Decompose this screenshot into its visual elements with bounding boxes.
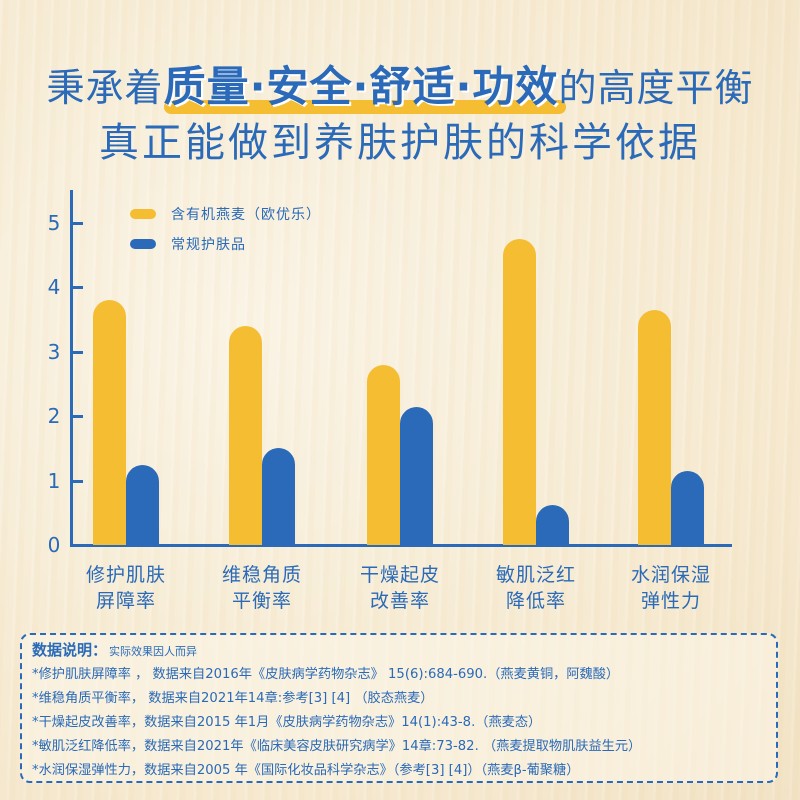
y-tick-label: 3 xyxy=(47,339,61,364)
headline-highlight: 质量·安全·舒适·功效 xyxy=(163,62,567,114)
data-notes-box: 数据说明： 实际效果因人而异 *修护肌肤屏障率 ， 数据来自2016年《皮肤病学药… xyxy=(20,633,778,783)
legend-swatch-yellow xyxy=(130,209,156,219)
bar-regular-2 xyxy=(262,448,295,545)
y-tick-label: 4 xyxy=(47,275,61,300)
legend: 含有机燕麦（欧优乐） 常规护肤品 xyxy=(130,200,321,260)
bar-regular-4 xyxy=(536,505,569,545)
bar-regular-5 xyxy=(671,470,704,545)
bar-regular-3 xyxy=(400,406,433,545)
bar-regular-1 xyxy=(126,464,159,545)
legend-label: 常规护肤品 xyxy=(171,237,246,253)
category-label: 维稳角质 平衡率 xyxy=(221,564,302,612)
notes-heading: 数据说明： 实际效果因人而异 xyxy=(32,641,198,659)
y-tick-label: 0 xyxy=(47,533,61,557)
x-axis xyxy=(70,544,732,547)
y-axis xyxy=(70,190,73,547)
note-line: *修护肌肤屏障率 ， 数据来自2016年《皮肤病学药物杂志》 15(6):684… xyxy=(32,667,620,682)
legend-item-oat: 含有机燕麦（欧优乐） xyxy=(130,200,321,228)
y-tick xyxy=(72,415,83,419)
bar-oat-5 xyxy=(638,309,671,545)
y-tick xyxy=(72,479,83,483)
category-label: 干燥起皮 改善率 xyxy=(359,564,440,612)
bar-chart: 0 1 2 3 4 5 含有机燕麦（欧优乐） 常规护肤品 修护肌肤 屏障率 维稳角质 平衡率 干燥… xyxy=(47,190,732,612)
headline-prefix: 秉承着 xyxy=(46,66,164,110)
note-line: *干燥起皮改善率，数据来自2015 年1月《皮肤病学药物杂志》14(1):43-… xyxy=(32,715,542,730)
headline-suffix: 的高度平衡 xyxy=(558,66,754,110)
bar-oat-2 xyxy=(229,326,262,545)
legend-label: 含有机燕麦（欧优乐） xyxy=(171,207,321,223)
legend-swatch-blue xyxy=(130,239,156,249)
headline-line-1: 秉承着 质量·安全·舒适·功效的高度平衡 xyxy=(0,62,800,114)
y-tick-label: 1 xyxy=(47,468,61,493)
y-tick xyxy=(72,286,83,290)
category-label: 修护肌肤 屏障率 xyxy=(85,564,166,612)
y-tick xyxy=(72,350,83,354)
note-line: *维稳角质平衡率， 数据来自2021年14章:参考[3] [4] （胶态燕麦） xyxy=(32,691,434,706)
notes-subheading: 实际效果因人而异 xyxy=(109,645,198,658)
y-tick-label: 5 xyxy=(47,211,61,235)
note-line: *水润保湿弹性力，数据来自2005 年《国际化妆品科学杂志》（参考[3] [4]… xyxy=(32,763,580,778)
y-tick xyxy=(72,222,83,225)
category-label: 水润保湿 弹性力 xyxy=(630,564,711,612)
headline-line-2: 真正能做到养肤护肤的科学依据 xyxy=(99,120,701,166)
category-label: 敏肌泛红 降低率 xyxy=(495,564,576,612)
bar-oat-3 xyxy=(367,364,400,545)
note-line: *敏肌泛红降低率，数据来自2021年《临床美容皮肤研究病学》14章:73-82.… xyxy=(32,739,642,754)
legend-item-regular: 常规护肤品 xyxy=(130,230,321,258)
y-tick-label: 2 xyxy=(47,404,61,429)
bar-oat-4 xyxy=(503,239,536,545)
bar-oat-1 xyxy=(93,300,126,545)
